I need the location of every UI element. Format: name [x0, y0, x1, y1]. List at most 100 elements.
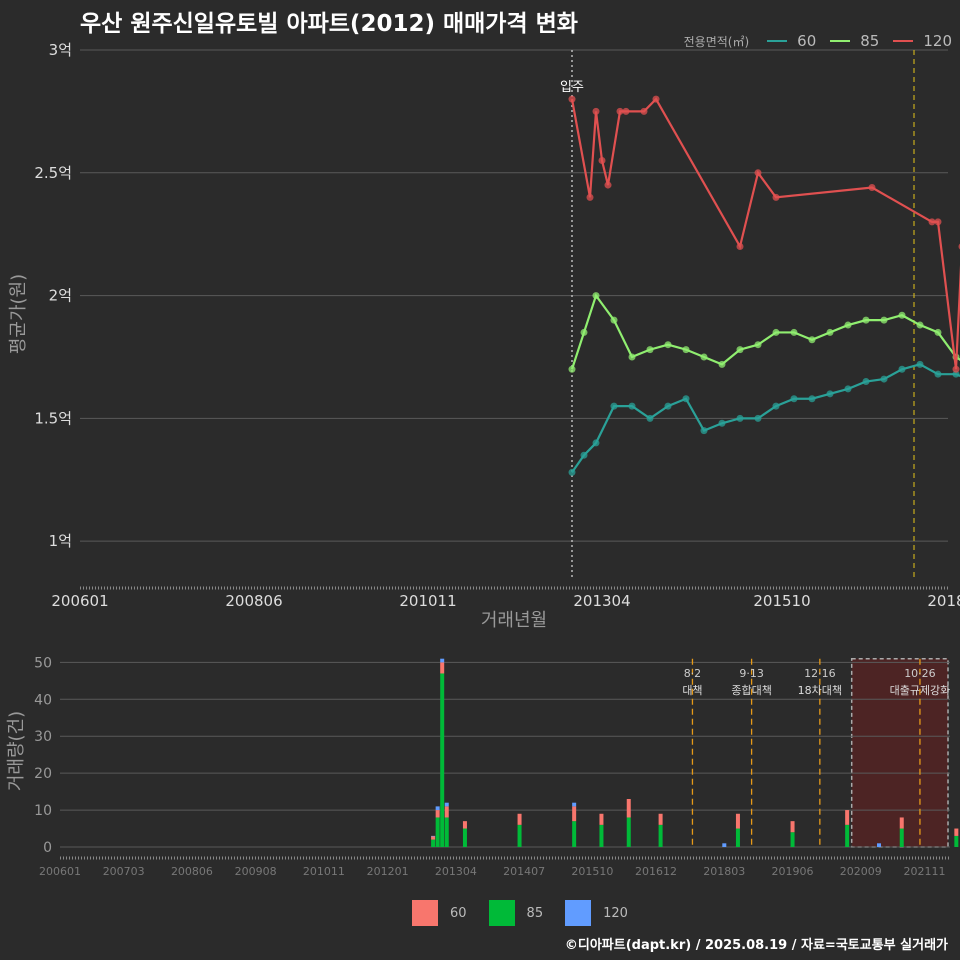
data-point-60: [628, 402, 636, 410]
y-tick-label: 2.5억: [34, 164, 72, 182]
data-point-85: [610, 316, 618, 324]
data-point-85: [664, 341, 672, 349]
y-tick-label: 2억: [49, 287, 72, 305]
data-point-60: [610, 402, 618, 410]
series-line-85: [570, 293, 960, 370]
area-legend: 전용면적(㎡) 60 85 120: [684, 32, 952, 50]
event-desc-label: 대책: [682, 684, 702, 697]
data-point-85: [736, 346, 744, 354]
x-tick-label: 201011: [399, 592, 456, 610]
data-point-60: [952, 370, 960, 378]
x-tick-label: 200601: [51, 592, 108, 610]
event-date-label: 10·26: [904, 667, 936, 680]
event-desc-label: 종합대책: [731, 684, 771, 697]
data-point-120: [568, 95, 576, 103]
volume-bar-60: [790, 821, 795, 833]
data-point-85: [790, 328, 798, 336]
data-point-120: [640, 107, 648, 115]
volume-x-tick-label: 202111: [904, 865, 946, 878]
y-tick-label: 3억: [49, 41, 72, 59]
data-point-120: [622, 107, 630, 115]
data-point-120: [616, 107, 624, 115]
data-point-60: [754, 414, 762, 422]
volume-y-axis-title: 거래량(건): [6, 711, 27, 791]
data-point-85: [862, 316, 870, 324]
y-tick-label: 1.5억: [34, 409, 72, 427]
data-point-85: [916, 321, 924, 329]
volume-bar-85: [444, 817, 449, 847]
x-tick-label: 201510: [753, 592, 810, 610]
data-point-85: [808, 336, 816, 344]
volume-x-tick-label: 201906: [772, 865, 814, 878]
legend-label-85: 85: [860, 32, 880, 50]
data-point-85: [772, 328, 780, 336]
data-point-60: [916, 360, 924, 368]
volume-bar-120: [877, 843, 881, 847]
volume-x-tick-label: 201510: [571, 865, 613, 878]
volume-bar-120: [440, 658, 445, 663]
volume-bar-60: [658, 813, 663, 825]
volume-legend: 60 85 120: [412, 900, 650, 926]
volume-bar-85: [462, 828, 467, 847]
volume-bar-120: [572, 802, 577, 807]
y-axis-title: 평균가(원): [8, 274, 29, 354]
volume-x-tick-label: 200703: [103, 865, 145, 878]
volume-bar-60: [572, 806, 577, 822]
volume-bar-85: [735, 828, 740, 847]
volume-bar-120: [444, 802, 449, 807]
volume-bar-60: [954, 828, 959, 836]
volume-bar-60: [462, 821, 467, 829]
volume-bar-60: [626, 799, 631, 818]
data-point-120: [598, 157, 606, 165]
data-point-60: [862, 378, 870, 386]
legend-bar-label-60: 60: [450, 905, 467, 921]
legend-swatch-85: [830, 40, 851, 42]
volume-bar-85: [572, 821, 577, 847]
volume-bar-60: [517, 813, 522, 825]
volume-y-tick-label: 40: [34, 692, 52, 708]
data-point-60: [736, 414, 744, 422]
event-desc-label: 대출규제강화: [890, 684, 951, 697]
volume-bar-85: [517, 824, 522, 847]
x-tick-label: 201803: [927, 592, 960, 610]
volume-bar-85: [899, 828, 904, 847]
data-point-60: [898, 365, 906, 373]
volume-y-tick-label: 30: [34, 729, 52, 745]
volume-bar-85: [626, 817, 631, 847]
volume-y-tick-label: 20: [34, 766, 52, 782]
legend-swatch-60: [767, 40, 788, 42]
data-point-85: [568, 365, 576, 373]
data-point-60: [718, 419, 726, 427]
y-tick-label: 1억: [49, 532, 72, 550]
data-point-60: [682, 395, 690, 403]
volume-bar-60: [440, 662, 445, 674]
legend-label-60: 60: [797, 32, 817, 50]
data-point-120: [604, 181, 612, 189]
legend-title: 전용면적(㎡): [683, 34, 750, 49]
data-point-60: [772, 402, 780, 410]
data-point-120: [928, 218, 936, 226]
legend-swatch-120: [893, 40, 914, 42]
volume-bar-120: [431, 835, 436, 837]
volume-bar-85: [845, 824, 850, 847]
volume-bar-120: [722, 843, 727, 847]
event-date-label: 12·16: [804, 667, 836, 680]
data-point-60: [664, 402, 672, 410]
move-in-annotation: 입주: [560, 80, 584, 95]
data-point-85: [826, 328, 834, 336]
volume-x-tick-label: 200908: [235, 865, 277, 878]
chart-title: 우산 원주신일유토빌 아파트(2012) 매매가격 변화: [80, 11, 578, 37]
data-point-60: [826, 390, 834, 398]
data-point-85: [754, 341, 762, 349]
x-axis-title: 거래년월: [481, 610, 547, 631]
data-point-120: [952, 365, 960, 373]
legend-bar-swatch-60: [412, 900, 438, 926]
event-date-label: 9·13: [739, 667, 764, 680]
series-line-120: [570, 97, 960, 370]
data-point-120: [652, 95, 660, 103]
volume-x-tick-label: 201407: [503, 865, 545, 878]
data-point-120: [934, 218, 942, 226]
data-point-120: [754, 169, 762, 177]
data-point-120: [868, 184, 876, 192]
volume-bar-85: [431, 839, 436, 847]
